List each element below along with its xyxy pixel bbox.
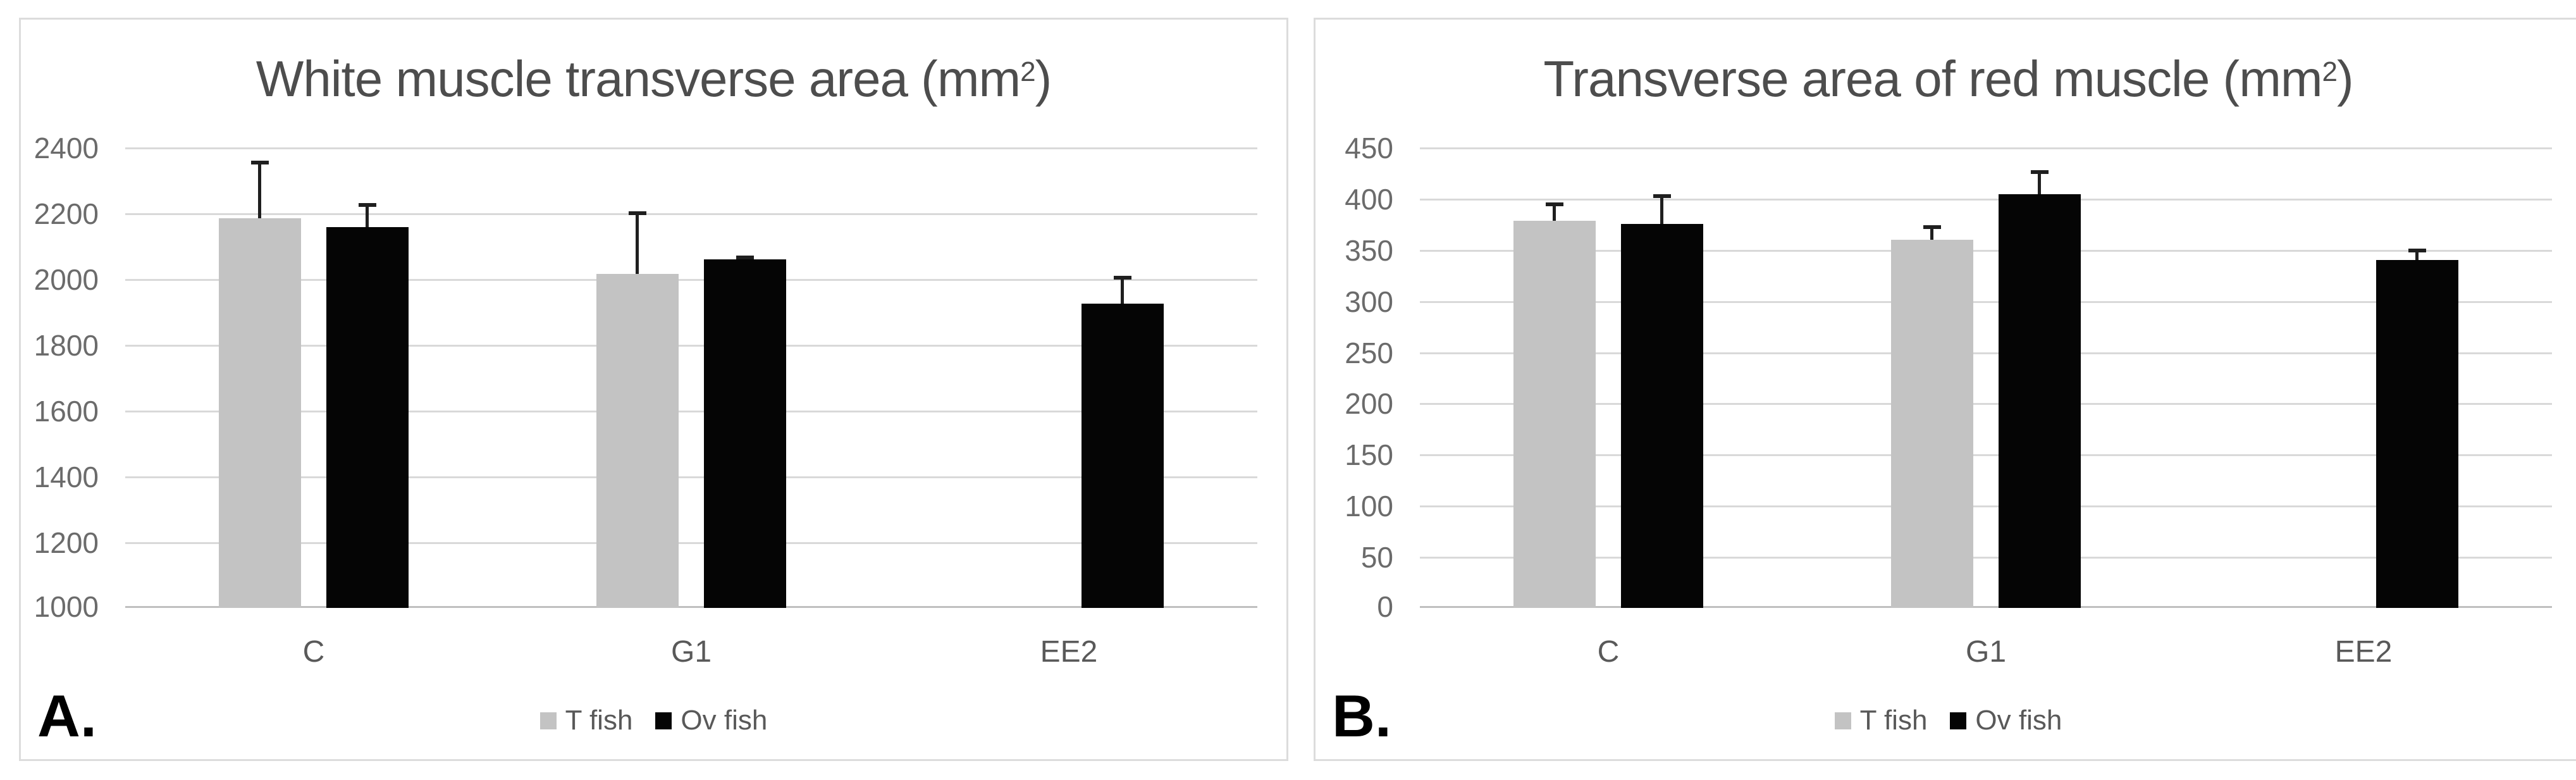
error-bar-stem — [2415, 249, 2419, 260]
gridline — [1420, 250, 2552, 252]
plot-area: 1000 1200 1400 1600 1800 2000 2200 2400 C G1 EE2 — [34, 132, 1257, 669]
legend-swatch — [655, 712, 672, 729]
gridline — [125, 279, 1257, 281]
gridline — [125, 345, 1257, 347]
legend-swatch — [539, 712, 557, 729]
error-bar-stem — [636, 211, 639, 274]
gridline — [1420, 505, 2552, 507]
y-axis-tick-label: 1400 — [34, 461, 99, 493]
error-bar-cap — [1923, 225, 1941, 229]
legend-label: Ov fish — [1975, 705, 2062, 736]
y-axis-tick-label: 250 — [1345, 337, 1393, 369]
legend-label: Ov fish — [681, 705, 768, 736]
error-bar-stem — [258, 161, 261, 218]
legend-swatch — [1834, 712, 1851, 729]
error-bar-stem — [1553, 202, 1556, 221]
x-axis-category-label: G1 — [670, 635, 712, 669]
gridline — [1420, 301, 2552, 303]
gridline — [1420, 557, 2552, 559]
error-bar-cap — [736, 256, 754, 259]
legend-item-t-fish: T fish — [1834, 705, 1928, 736]
y-axis-tick-label: 0 — [1377, 590, 1393, 623]
gridline — [1420, 352, 2552, 354]
legend-item-ov-fish: Ov fish — [1950, 707, 2062, 734]
chart-title-close-paren: ) — [1035, 51, 1052, 107]
gridline — [1420, 403, 2552, 405]
y-axis-tick-label: 450 — [1345, 132, 1393, 164]
x-axis-line — [125, 606, 1257, 608]
error-bar-cap — [629, 211, 646, 215]
legend: T fish Ov fish — [1316, 707, 2576, 734]
x-axis-category-label: EE2 — [1040, 635, 1098, 669]
error-bar-cap — [2408, 249, 2426, 252]
gridline — [125, 147, 1257, 149]
error-bar-cap — [1653, 194, 1671, 198]
gridline — [1420, 147, 2552, 149]
bar-c-t-fish — [219, 218, 301, 608]
legend-item-ov-fish: Ov fish — [655, 707, 767, 734]
error-bar-stem — [1930, 225, 1933, 240]
bar-c-ov-fish — [326, 227, 409, 608]
legend-swatch — [1950, 712, 1967, 729]
chart-title-text: White muscle transverse area (mm — [256, 51, 1021, 107]
y-axis-tick-label: 200 — [1345, 387, 1393, 420]
legend-label: T fish — [1859, 705, 1928, 736]
y-axis-tick-label: 2200 — [34, 197, 99, 230]
y-axis-tick-label: 1200 — [34, 526, 99, 559]
bar-g1-t-fish — [596, 274, 679, 608]
panel-label: A. — [37, 683, 97, 749]
x-axis-line — [1420, 606, 2552, 608]
error-bar-cap — [251, 161, 269, 164]
chart-title-close-paren: ) — [2336, 51, 2354, 107]
x-axis-category-label: EE2 — [2334, 635, 2393, 669]
y-axis-tick-label: 1000 — [34, 590, 99, 623]
chart-title: Transverse area of red muscle (mm2) — [1316, 50, 2576, 108]
bar-ee2-ov-fish — [2376, 260, 2458, 608]
x-axis-category-label: G1 — [1965, 635, 2007, 669]
y-axis-tick-label: 50 — [1360, 541, 1393, 574]
plot-area: 0 50 100 150 200 250 300 350 400 450 C G1 EE2 — [1345, 132, 2552, 669]
panel-red-muscle-chart: Transverse area of red muscle (mm2) 0 50 1… — [1314, 18, 2576, 761]
x-axis-category-label: C — [302, 635, 325, 669]
bar-g1-t-fish — [1891, 240, 1973, 608]
error-bar-cap — [1114, 276, 1131, 280]
y-axis-tick-label: 300 — [1345, 285, 1393, 318]
y-axis-tick-label: 100 — [1345, 490, 1393, 523]
legend-label: T fish — [565, 705, 633, 736]
error-bar-cap — [359, 203, 376, 207]
y-axis-tick-label: 1600 — [34, 395, 99, 428]
y-axis-tick-label: 2400 — [34, 132, 99, 164]
error-bar-stem — [2038, 170, 2041, 194]
y-axis-tick-label: 1800 — [34, 329, 99, 362]
error-bar-cap — [2031, 170, 2049, 174]
error-bar-stem — [1121, 276, 1124, 304]
chart-title-superscript: 2 — [2322, 56, 2338, 87]
bar-g1-ov-fish — [1999, 194, 2081, 608]
gridline — [125, 542, 1257, 544]
error-bar-stem — [1660, 194, 1663, 224]
chart-title-text: Transverse area of red muscle (mm — [1543, 51, 2322, 107]
x-axis-category-label: C — [1597, 635, 1620, 669]
error-bar-cap — [1546, 202, 1563, 206]
panel-white-muscle-chart: White muscle transverse area (mm2) 1000 1… — [19, 18, 1288, 761]
gridline — [1420, 454, 2552, 456]
chart-title: White muscle transverse area (mm2) — [21, 50, 1286, 108]
bar-c-t-fish — [1513, 221, 1596, 608]
y-axis-tick-label: 150 — [1345, 438, 1393, 471]
bar-ee2-ov-fish — [1082, 304, 1164, 608]
y-axis-tick-label: 400 — [1345, 183, 1393, 216]
gridline — [125, 213, 1257, 215]
gridline — [125, 476, 1257, 478]
error-bar-stem — [366, 203, 369, 227]
bar-c-ov-fish — [1621, 224, 1703, 608]
panel-label: B. — [1332, 683, 1391, 749]
chart-title-superscript: 2 — [1020, 56, 1036, 87]
legend-item-t-fish: T fish — [539, 705, 633, 736]
y-axis-tick-label: 350 — [1345, 234, 1393, 267]
legend: T fish Ov fish — [21, 707, 1286, 734]
y-axis-tick-label: 2000 — [34, 263, 99, 296]
gridline — [1420, 199, 2552, 201]
bar-g1-ov-fish — [704, 259, 786, 608]
gridline — [125, 411, 1257, 412]
